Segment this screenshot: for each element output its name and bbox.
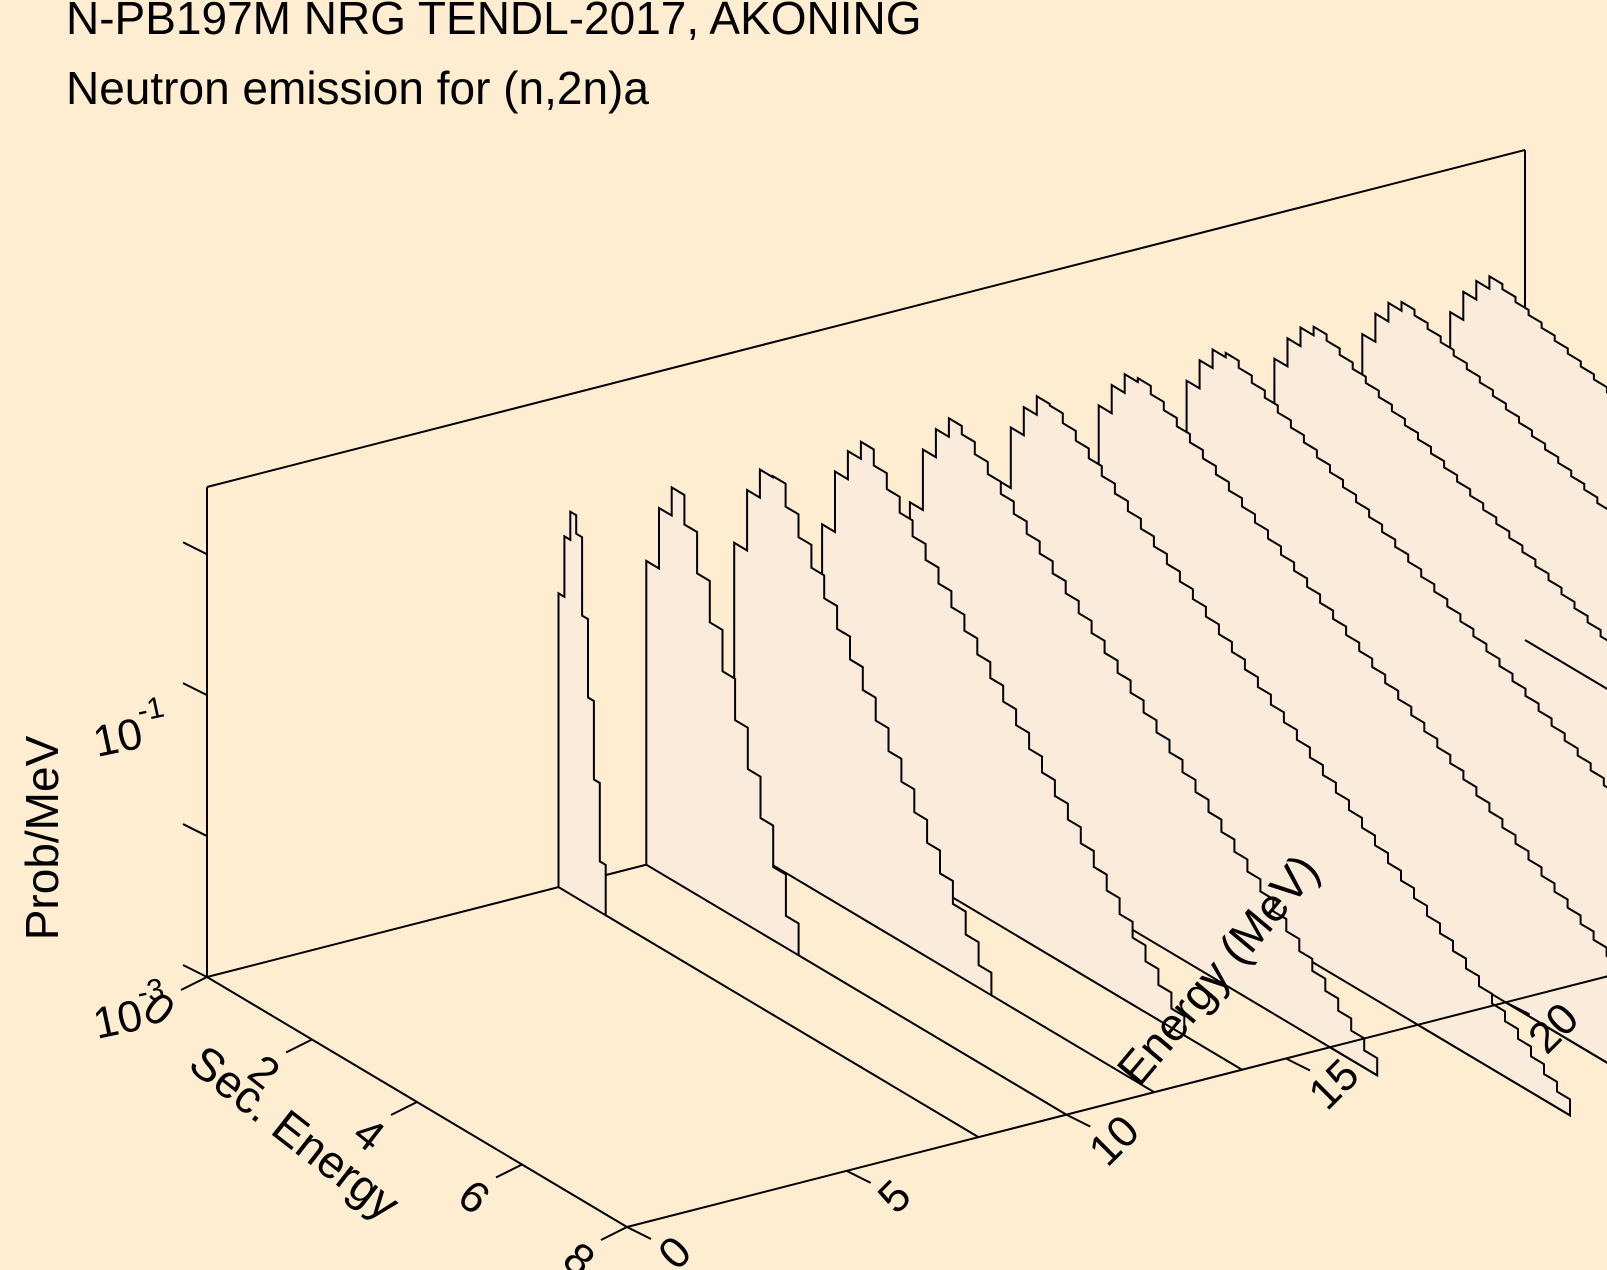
series-8-mev xyxy=(557,509,979,1138)
x-tick-mark xyxy=(1505,1001,1531,1016)
x-tick-mark xyxy=(846,1169,872,1184)
series-12-mev xyxy=(733,467,1155,1094)
chart-subtitle: Neutron emission for (n,2n)a xyxy=(66,62,649,114)
series-curve xyxy=(645,485,800,958)
series-baseline xyxy=(798,954,1067,1116)
series-curve xyxy=(908,416,1379,1078)
series-curve xyxy=(557,509,607,918)
z-tick-mark xyxy=(182,541,208,556)
back-top-edge xyxy=(206,149,1526,488)
series-16-mev xyxy=(908,416,1379,1078)
series-curve xyxy=(996,394,1571,1118)
z-tick-mark xyxy=(182,823,208,837)
z-tick-mark xyxy=(182,682,208,697)
z-tick-mark xyxy=(182,964,208,978)
y-tick-mark xyxy=(600,1226,628,1241)
series-10-mev xyxy=(645,485,1067,1116)
y-tick-mark xyxy=(495,1163,523,1179)
series-baseline xyxy=(1183,1034,1243,1071)
x-tick-mark xyxy=(1065,1113,1091,1128)
series-baseline xyxy=(605,914,979,1138)
series-baseline xyxy=(1505,1001,1607,1064)
x-tick-mark xyxy=(1285,1057,1311,1072)
right-floor-edge xyxy=(1524,639,1607,690)
y-tick-mark xyxy=(285,1038,313,1054)
chart-title: N-PB197M NRG TENDL-2017, AKONING xyxy=(66,0,922,44)
series-baseline xyxy=(990,994,1155,1094)
series-curve xyxy=(733,467,993,998)
z-tick-label: 10-1 xyxy=(86,691,173,767)
series-curve xyxy=(1084,372,1607,1064)
series-curve xyxy=(821,440,1186,1038)
series-baseline xyxy=(1329,1046,1378,1077)
y-tick-mark xyxy=(390,1101,418,1116)
series-group xyxy=(557,274,1607,1138)
series-14-mev xyxy=(821,440,1243,1071)
series-18-mev xyxy=(996,394,1571,1118)
series-baseline xyxy=(1417,1023,1571,1117)
series-20-mev xyxy=(1084,372,1607,1064)
z-tick-label: 10-3 xyxy=(86,972,173,1048)
x-tick-mark xyxy=(626,1226,652,1240)
front-axes xyxy=(180,541,1607,1241)
y-tick-mark xyxy=(180,976,208,991)
z-axis-label: Prob/MeV xyxy=(16,735,68,940)
